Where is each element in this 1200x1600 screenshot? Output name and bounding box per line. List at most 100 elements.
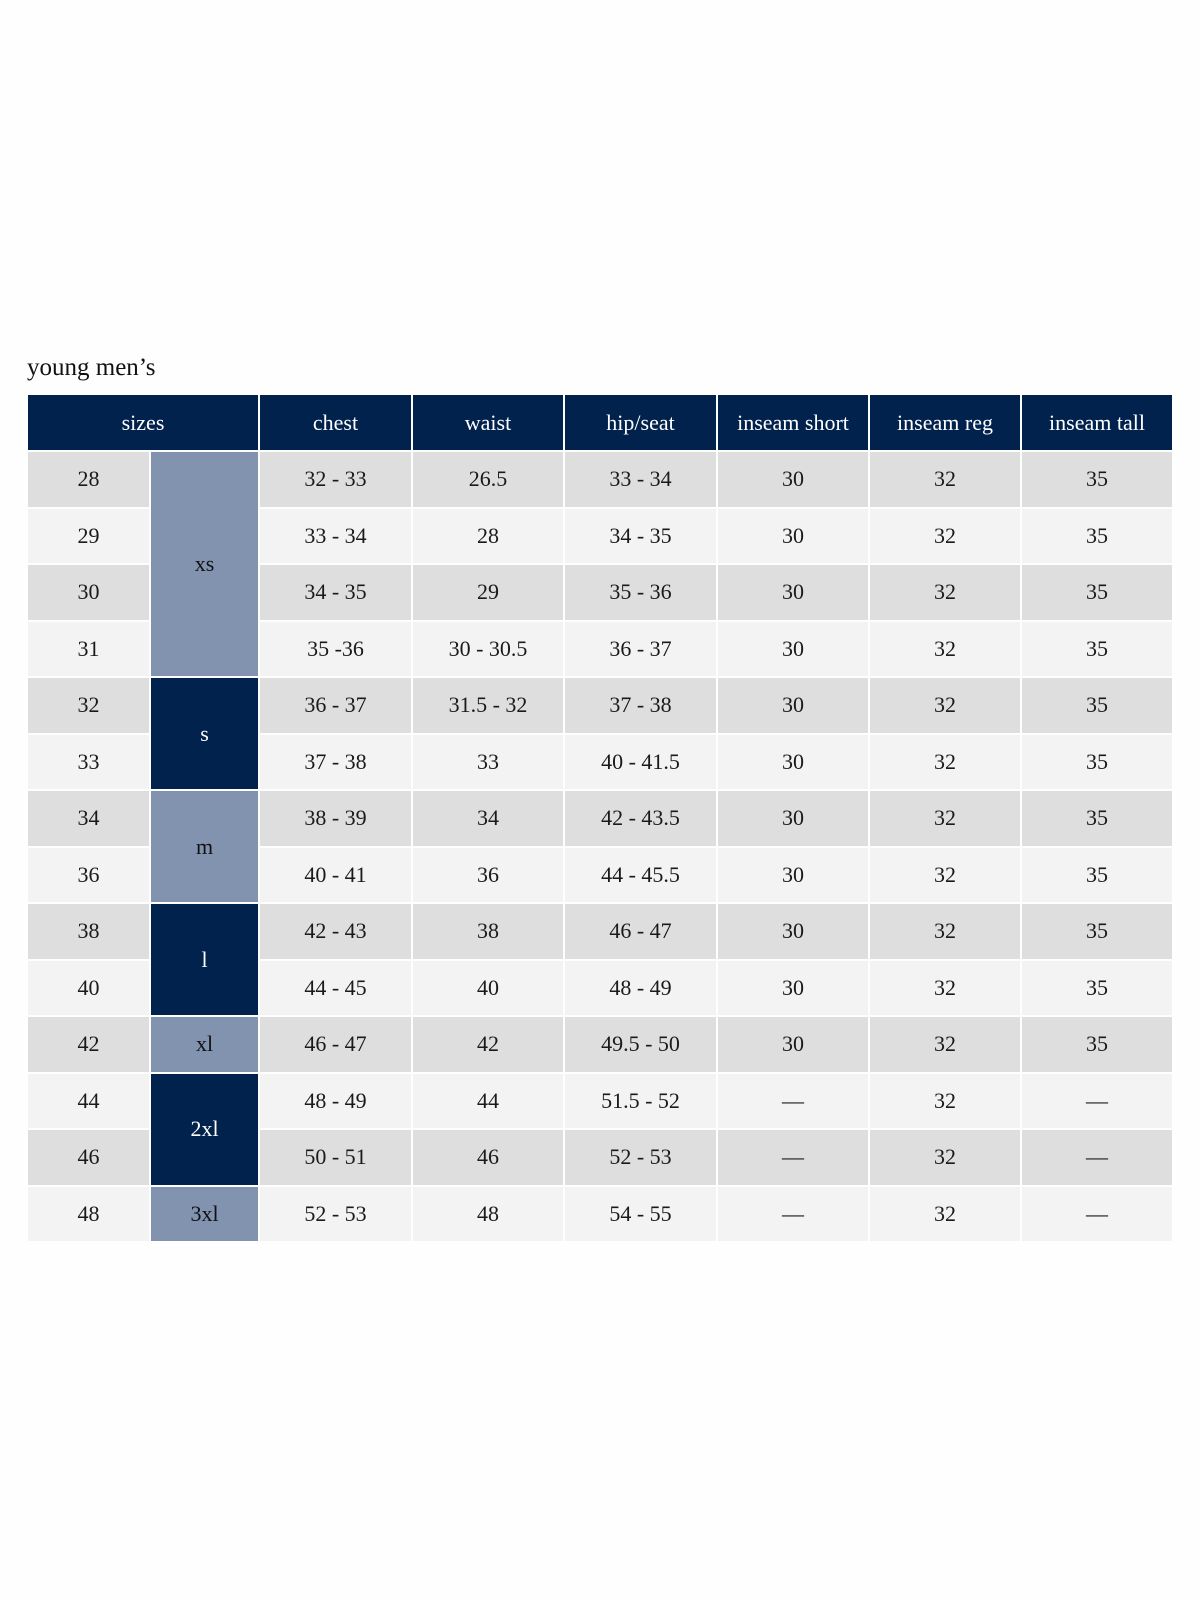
measurement-cell: 42 - 43 (260, 904, 411, 959)
measurement-cell: 35 (1022, 452, 1172, 507)
size-number-cell: 42 (28, 1017, 149, 1072)
size-number-cell: 34 (28, 791, 149, 846)
measurement-cell: — (718, 1130, 868, 1185)
measurement-cell: 40 - 41 (260, 847, 411, 902)
measurement-cell: 30 (718, 621, 868, 676)
measurement-cell: 35 (1022, 847, 1172, 902)
table-row: 29 33 - 34 28 34 - 35 30 32 35 (28, 508, 1172, 563)
measurement-cell: 46 - 47 (260, 1017, 411, 1072)
measurement-cell: 33 (413, 734, 563, 789)
measurement-cell: 32 (870, 960, 1020, 1015)
measurement-cell: 32 (870, 847, 1020, 902)
measurement-cell: 30 - 30.5 (413, 621, 563, 676)
measurement-cell: 35 (1022, 508, 1172, 563)
table-row: 34 m 38 - 39 34 42 - 43.5 30 32 35 (28, 791, 1172, 902)
measurement-cell: 32 (870, 565, 1020, 620)
table-row: 44 2xl 48 - 49 44 51.5 - 52—32— (28, 1073, 1172, 1185)
measurement-cell: 46 - 47 (565, 904, 716, 959)
table-row: 46 50 - 51 46 52 - 53—32— (28, 1130, 1172, 1185)
measurement-cell: 38 - 39 (260, 791, 411, 846)
measurement-cell: 37 - 38 (260, 734, 411, 789)
measurement-cell: 48 - 49 (260, 1073, 411, 1128)
header-sizes: sizes (28, 395, 258, 450)
size-number-cell: 31 (28, 621, 149, 676)
measurement-cell: 30 (718, 904, 868, 959)
table-row: 38 l 42 - 43 38 46 - 47 30 32 35 (28, 904, 1172, 1015)
measurement-cell: 29 (413, 565, 563, 620)
table-row: 32 s 36 - 37 31.5 - 32 37 - 38 30 32 35 (28, 678, 1172, 789)
measurement-cell: 30 (718, 960, 868, 1015)
measurement-cell: 40 (413, 960, 563, 1015)
measurement-cell: 44 - 45 (260, 960, 411, 1015)
table-row: 30 34 - 35 29 35 - 36 30 32 35 (28, 565, 1172, 620)
measurement-cell: 32 (870, 1073, 1020, 1128)
measurement-cell: 30 (718, 791, 868, 846)
measurement-cell: 34 (413, 791, 563, 846)
measurement-cell: 35 (1022, 1017, 1172, 1072)
size-number-cell: 36 (28, 847, 149, 902)
measurement-cell: 35 (1022, 960, 1172, 1015)
measurement-cell: 48 (413, 1186, 563, 1241)
table-row: 31 35 -36 30 - 30.5 36 - 37 30 32 35 (28, 621, 1172, 676)
measurement-cell: 30 (718, 678, 868, 733)
measurement-cell: 38 (413, 904, 563, 959)
measurement-cell: 37 - 38 (565, 678, 716, 733)
table-row: 42 xl 46 - 47 42 49.5 - 50 30 32 35 (28, 1017, 1172, 1072)
size-number-cell: 44 (28, 1073, 149, 1128)
table-row: 40 44 - 45 40 48 - 49 30 32 35 (28, 960, 1172, 1015)
header-row: sizes chest waist hip/seat inseam short insea… (28, 395, 1172, 450)
size-number-cell: 38 (28, 904, 149, 959)
size-letter-cell: 2xl (151, 1073, 258, 1185)
measurement-cell: 30 (718, 734, 868, 789)
header-inseam-tall: inseam tall (1022, 395, 1172, 450)
chart-title: young men’s (27, 354, 156, 381)
size-chart-table: sizes chest waist hip/seat inseam short insea… (26, 393, 1174, 1243)
measurement-cell: 54 - 55 (565, 1186, 716, 1241)
measurement-cell: 42 - 43.5 (565, 791, 716, 846)
measurement-cell: 46 (413, 1130, 563, 1185)
size-letter-cell: 3xl (151, 1186, 258, 1241)
measurement-cell: 50 - 51 (260, 1130, 411, 1185)
measurement-cell: 32 (870, 621, 1020, 676)
table-row: 28 xs 32 - 33 26.5 33 - 34 30 32 35 (28, 452, 1172, 676)
size-letter-cell: m (151, 791, 258, 902)
measurement-cell: 33 - 34 (260, 508, 411, 563)
measurement-cell: 32 (870, 734, 1020, 789)
measurement-cell: 44 - 45.5 (565, 847, 716, 902)
measurement-cell: 35 (1022, 791, 1172, 846)
measurement-cell: 51.5 - 52 (565, 1073, 716, 1128)
measurement-cell: 35 -36 (260, 621, 411, 676)
size-letter-cell: l (151, 904, 258, 1015)
measurement-cell: 32 (870, 904, 1020, 959)
measurement-cell: 32 (870, 1186, 1020, 1241)
measurement-cell: 52 - 53 (565, 1130, 716, 1185)
size-number-cell: 30 (28, 565, 149, 620)
measurement-cell: 49.5 - 50 (565, 1017, 716, 1072)
size-number-cell: 29 (28, 508, 149, 563)
measurement-cell: 42 (413, 1017, 563, 1072)
size-letter-cell: s (151, 678, 258, 789)
measurement-cell: 34 - 35 (260, 565, 411, 620)
measurement-cell: — (1022, 1186, 1172, 1241)
measurement-cell: 35 (1022, 678, 1172, 733)
size-number-cell: 28 (28, 452, 149, 507)
measurement-cell: 33 - 34 (565, 452, 716, 507)
measurement-cell: 31.5 - 32 (413, 678, 563, 733)
table-row: 36 40 - 41 36 44 - 45.5 30 32 35 (28, 847, 1172, 902)
header-chest: chest (260, 395, 411, 450)
header-waist: waist (413, 395, 563, 450)
size-number-cell: 46 (28, 1130, 149, 1185)
measurement-cell: — (718, 1186, 868, 1241)
size-number-cell: 48 (28, 1186, 149, 1241)
measurement-cell: 30 (718, 565, 868, 620)
measurement-cell: 30 (718, 508, 868, 563)
header-inseam-reg: inseam reg (870, 395, 1020, 450)
measurement-cell: — (1022, 1130, 1172, 1185)
header-hip-seat: hip/seat (565, 395, 716, 450)
measurement-cell: 28 (413, 508, 563, 563)
table-row: 48 3xl 52 - 53 48 54 - 55—32— (28, 1186, 1172, 1241)
measurement-cell: 52 - 53 (260, 1186, 411, 1241)
size-number-cell: 40 (28, 960, 149, 1015)
measurement-cell: 30 (718, 847, 868, 902)
measurement-cell: 35 (1022, 621, 1172, 676)
